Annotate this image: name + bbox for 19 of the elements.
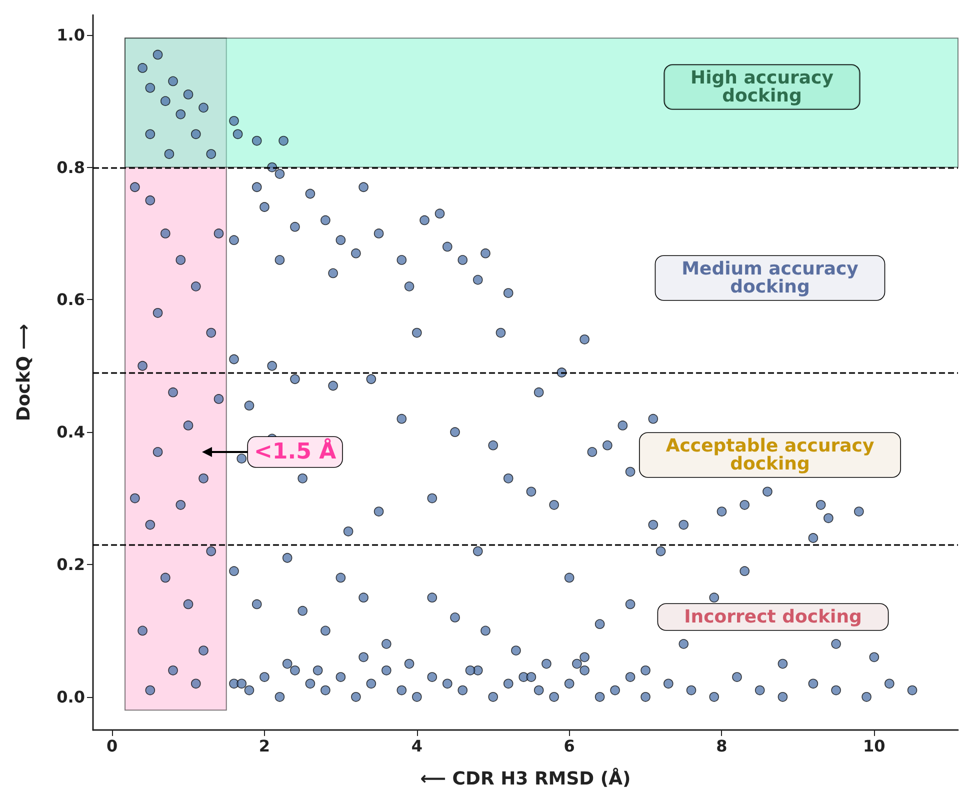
y-tick-label: 0.2 — [56, 554, 85, 574]
y-tick-label: 0.0 — [56, 687, 85, 706]
annotation: Medium accuracy docking — [682, 258, 859, 298]
x-tick-label: 2 — [258, 736, 270, 756]
annotation: <1.5 Å — [254, 438, 336, 464]
annotation: Acceptable accuracy docking — [666, 436, 874, 474]
x-tick-label: 6 — [564, 736, 575, 756]
y-tick-label: 0.6 — [56, 290, 85, 310]
y-tick-label: 0.8 — [56, 158, 85, 177]
x-tick-label: 4 — [411, 736, 422, 756]
x-tick-label: 10 — [863, 736, 886, 756]
x-axis-title: ⟵ CDR H3 RMSD (Å) — [420, 768, 631, 790]
y-tick-label: 1.0 — [56, 25, 85, 44]
x-tick-label: 0 — [106, 736, 118, 756]
annotation: High accuracy docking — [690, 68, 834, 106]
y-tick-label: 0.4 — [56, 422, 85, 442]
x-tick-label: 8 — [716, 736, 728, 756]
annotation: Incorrect docking — [684, 606, 862, 628]
y-axis-title: DockQ ⟶ — [14, 324, 34, 422]
